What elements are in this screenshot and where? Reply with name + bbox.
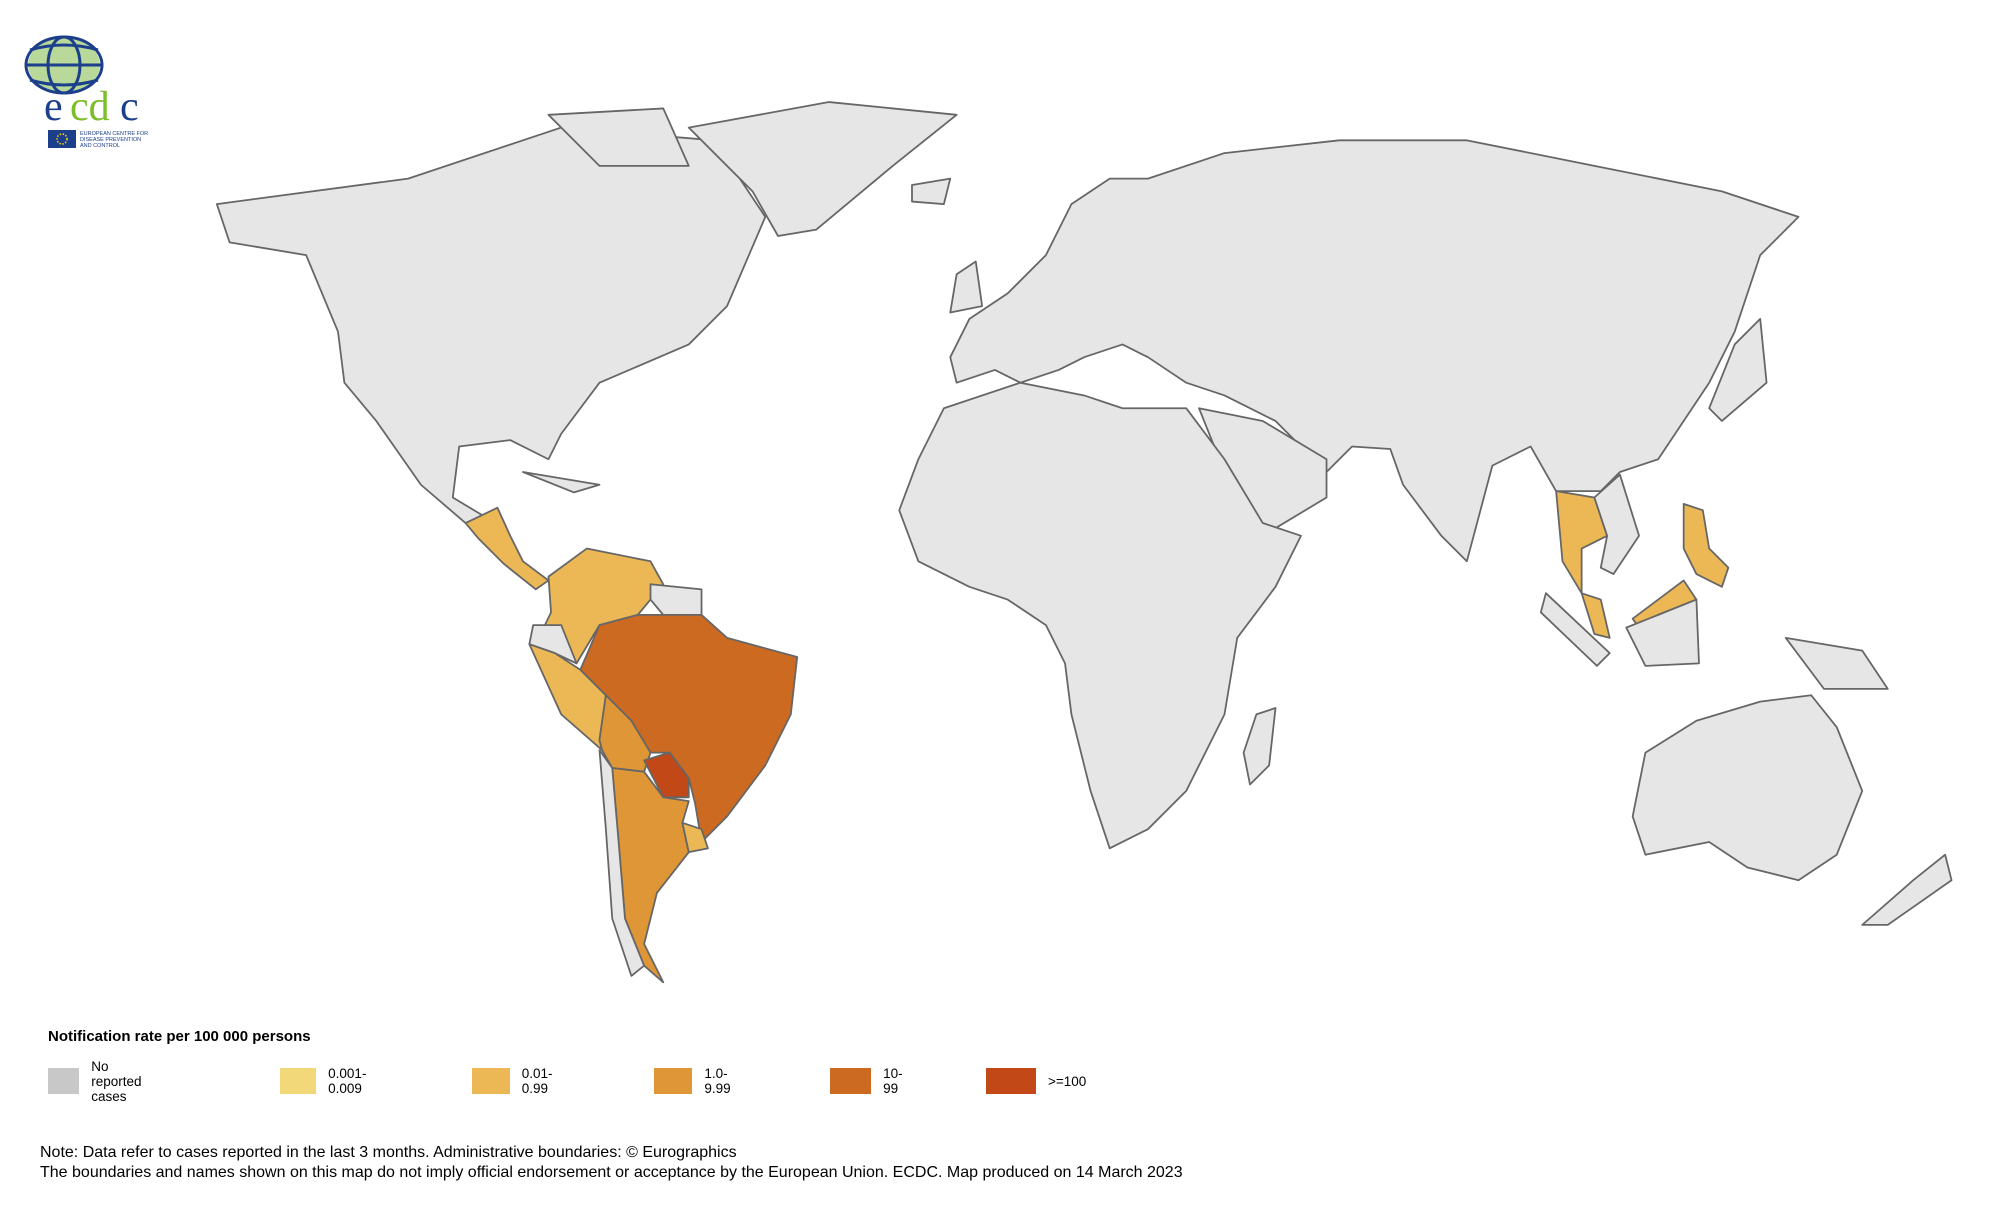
region-guianas [649, 583, 703, 616]
note-data-source: Note: Data refer to cases reported in th… [40, 1144, 737, 1161]
region-iceland [911, 177, 952, 206]
legend-label: 1.0-9.99 [704, 1066, 731, 1096]
region-africa [898, 381, 1302, 850]
region-ecuador [528, 624, 578, 665]
region-north-america [215, 126, 767, 524]
region-greenland [687, 101, 958, 237]
region-australia [1631, 694, 1864, 882]
svg-text:AND CONTROL: AND CONTROL [80, 143, 120, 149]
legend-label: No reported cases [91, 1058, 142, 1104]
map-notes: Note: Data refer to cases reported in th… [40, 1143, 1183, 1183]
region-central-america [464, 506, 550, 591]
ecdc-logo: e cd c EUROPEAN CENTRE FOR DISEASE PREVE… [24, 35, 148, 149]
region-arctic-islands [547, 107, 690, 167]
region-borneo [1625, 598, 1700, 667]
region-indochina [1593, 473, 1640, 575]
region-new-zealand [1861, 853, 1953, 926]
legend-item: >=100 [986, 1068, 1086, 1094]
legend-swatch [654, 1068, 693, 1094]
legend-item: 0.01-0.99 [472, 1066, 565, 1096]
note-disclaimer: The boundaries and names shown on this m… [40, 1164, 1183, 1181]
legend-item: 0.001-0.009 [280, 1066, 380, 1096]
legend-item: 1.0-9.99 [654, 1066, 742, 1096]
region-japan [1708, 318, 1768, 422]
region-united-kingdom [949, 260, 984, 314]
legend-swatch [830, 1068, 872, 1094]
legend-item: No reported cases [48, 1059, 160, 1104]
legend-label: 0.001-0.009 [328, 1066, 367, 1096]
region-paraguay [643, 751, 690, 799]
svg-text:EUROPEAN CENTRE FOR: EUROPEAN CENTRE FOR [80, 131, 148, 137]
legend-label: >=100 [1048, 1073, 1087, 1089]
region-chile [598, 749, 646, 977]
legend-item: 10-99 [830, 1066, 912, 1096]
svg-text:c: c [120, 84, 139, 130]
region-uruguay [681, 821, 709, 854]
svg-text:e: e [44, 84, 63, 130]
legend-label: 10-99 [883, 1066, 903, 1096]
region-cuba [522, 471, 601, 494]
svg-text:DISEASE PREVENTION: DISEASE PREVENTION [80, 137, 141, 143]
svg-text:cd: cd [70, 84, 110, 130]
legend-label: 0.01-0.99 [521, 1066, 553, 1096]
legend-swatch [48, 1068, 80, 1094]
region-new-guinea [1784, 636, 1889, 690]
legend-title: Notification rate per 100 000 persons [48, 1028, 311, 1045]
region-philippines [1682, 503, 1730, 588]
region-sumatra [1539, 592, 1611, 667]
region-eurasia [949, 139, 1800, 563]
region-madagascar [1242, 707, 1277, 786]
legend-swatch [280, 1068, 317, 1094]
legend-swatch [986, 1068, 1036, 1094]
legend-swatch [472, 1068, 510, 1094]
